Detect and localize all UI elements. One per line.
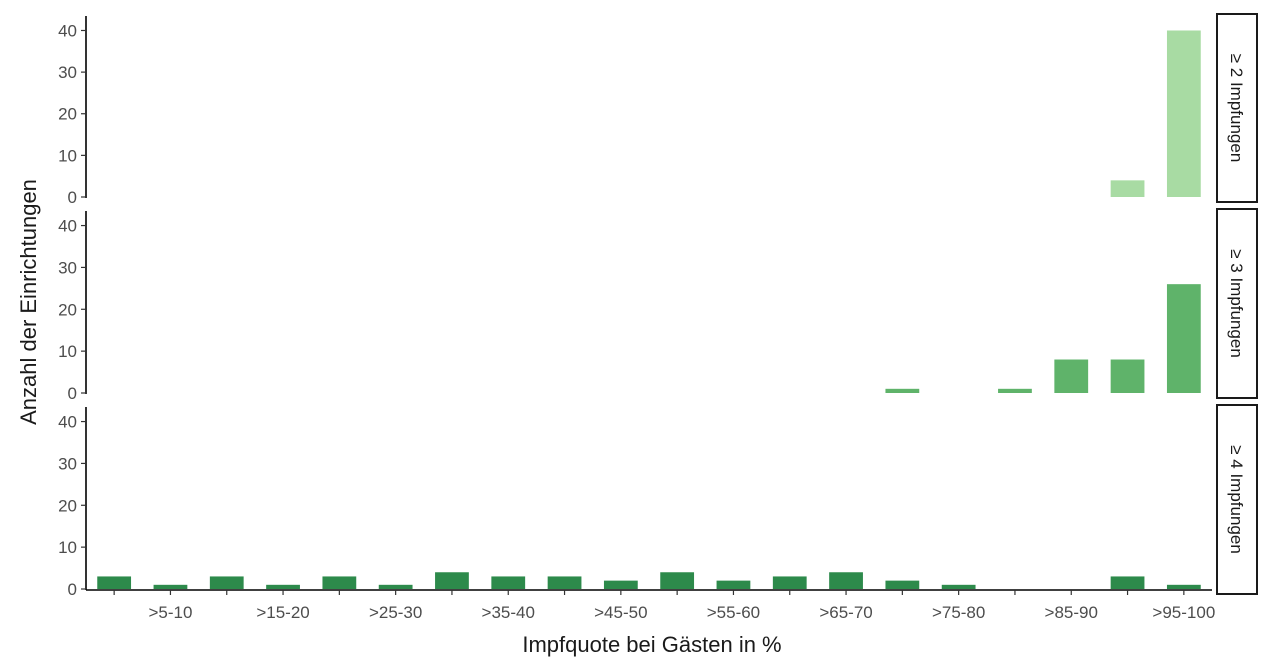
bar: [1166, 584, 1201, 589]
x-tick-label: >25-30: [369, 603, 422, 622]
bar: [547, 576, 582, 589]
bar: [603, 580, 638, 589]
bar: [941, 584, 976, 589]
panels: 0 10 20 30 40 ≥ 2 Impfungen 0 10 20 30 40 ≥ 3 Impfu…: [58, 13, 1258, 599]
y-tick-label: 30: [58, 454, 77, 473]
bar: [660, 572, 695, 589]
x-tick-label: >45-50: [594, 603, 647, 622]
facet-strip-box: [1216, 208, 1258, 399]
facet-strip-label: ≥ 2 Impfungen: [1227, 54, 1246, 163]
facet-strip: ≥ 3 Impfungen: [1216, 208, 1258, 399]
y-tick-label: 0: [68, 580, 77, 599]
y-tick-label: 0: [68, 188, 77, 207]
bar: [772, 576, 807, 589]
y-tick-label: 40: [58, 21, 77, 40]
x-axis: >5-10 >15-20 >25-30 >35-40 >45-50 >55-60 >65-7…: [86, 589, 1215, 622]
x-tick-label: >55-60: [707, 603, 760, 622]
y-tick-label: 0: [68, 384, 77, 403]
y-tick-label: 30: [58, 63, 77, 82]
facet-strip-box: [1216, 13, 1258, 203]
y-tick-label: 20: [58, 300, 77, 319]
y-tick-label: 20: [58, 496, 77, 515]
panel-1: 0 10 20 30 40 ≥ 2 Impfungen: [58, 13, 1258, 207]
x-axis-title: Impfquote bei Gästen in %: [522, 632, 781, 657]
bar: [829, 572, 863, 589]
facet-strip-label: ≥ 4 Impfungen: [1227, 445, 1246, 554]
x-tick-label: >15-20: [256, 603, 309, 622]
bar: [1110, 576, 1145, 589]
bar: [209, 576, 244, 589]
bar: [998, 388, 1032, 393]
bar: [322, 576, 357, 589]
y-tick-label: 10: [58, 146, 77, 165]
bar: [1166, 30, 1201, 197]
facet-strip-box: [1216, 404, 1258, 595]
bar: [885, 388, 920, 393]
bar: [1054, 359, 1089, 393]
y-tick-label: 20: [58, 105, 77, 124]
y-tick-label: 10: [58, 342, 77, 361]
facet-strip: ≥ 4 Impfungen: [1216, 404, 1258, 595]
x-tick-label: >65-70: [819, 603, 872, 622]
bar: [1110, 359, 1145, 393]
y-tick-label: 40: [58, 217, 77, 236]
panel-2: 0 10 20 30 40 ≥ 3 Impfungen: [58, 208, 1258, 403]
bar: [378, 584, 413, 589]
panel-3: 0 10 20 30 40 ≥ 4 Impfungen: [58, 404, 1258, 599]
facet-strip-label: ≥ 3 Impfungen: [1227, 249, 1246, 358]
y-tick-label: 10: [58, 538, 77, 557]
x-tick-label: >75-80: [932, 603, 985, 622]
x-tick-label: >5-10: [148, 603, 192, 622]
y-tick-label: 30: [58, 258, 77, 277]
bar: [885, 580, 920, 589]
x-tick-label: >85-90: [1045, 603, 1098, 622]
bar: [153, 584, 188, 589]
bar: [716, 580, 751, 589]
x-tick-label: >35-40: [482, 603, 535, 622]
bar: [1110, 180, 1145, 197]
y-axis-title: Anzahl der Einrichtungen: [16, 179, 41, 425]
bar: [1166, 284, 1201, 393]
bar: [266, 584, 300, 589]
bar: [435, 572, 469, 589]
bar: [97, 576, 132, 589]
x-tick-label: >95-100: [1152, 603, 1215, 622]
facet-strip: ≥ 2 Impfungen: [1216, 13, 1258, 203]
y-tick-label: 40: [58, 413, 77, 432]
bar: [491, 576, 526, 589]
